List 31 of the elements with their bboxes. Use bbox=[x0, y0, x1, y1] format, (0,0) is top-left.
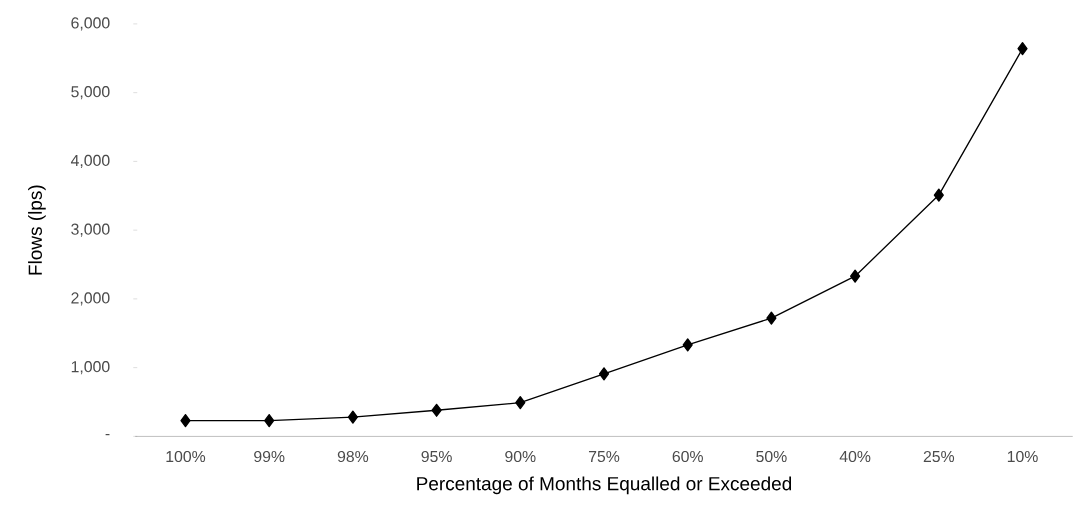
point bbox=[933, 188, 944, 202]
x-tick-label: 90% bbox=[505, 451, 536, 463]
point bbox=[850, 269, 861, 284]
point bbox=[180, 414, 191, 428]
point bbox=[598, 367, 610, 381]
x-tick-label: 75% bbox=[588, 451, 620, 463]
x-tick-label: 60% bbox=[672, 451, 703, 463]
y-tick-label: 3,000 bbox=[71, 223, 110, 237]
x-tick-label: 100% bbox=[166, 451, 206, 463]
x-tick-label: 98% bbox=[337, 451, 369, 463]
x-tick-label: 50% bbox=[756, 451, 787, 463]
x-tick-label: 40% bbox=[839, 451, 871, 463]
x-axis-title: Percentage of Months Equalled or Exceeded bbox=[417, 476, 792, 495]
y-tick-label: 6,000 bbox=[71, 17, 110, 31]
x-tick-label: 95% bbox=[421, 451, 452, 463]
x-tick-label: 25% bbox=[923, 451, 955, 463]
y-tick-label: 5,000 bbox=[71, 86, 110, 100]
x-tick-label: 99% bbox=[254, 451, 285, 463]
point bbox=[766, 311, 777, 325]
point bbox=[1017, 42, 1028, 56]
y-tick-label: - bbox=[105, 434, 110, 436]
y-tick-label: 1,000 bbox=[71, 361, 110, 375]
point bbox=[431, 403, 442, 418]
x-tick-label: 10% bbox=[1007, 451, 1038, 463]
point bbox=[347, 410, 358, 424]
y-axis-title: Flows (lps) bbox=[28, 185, 46, 275]
y-tick-label: 2,000 bbox=[71, 292, 110, 306]
point bbox=[515, 396, 526, 410]
point bbox=[264, 414, 275, 428]
point bbox=[682, 338, 693, 352]
y-tick-label: 4,000 bbox=[70, 155, 110, 169]
